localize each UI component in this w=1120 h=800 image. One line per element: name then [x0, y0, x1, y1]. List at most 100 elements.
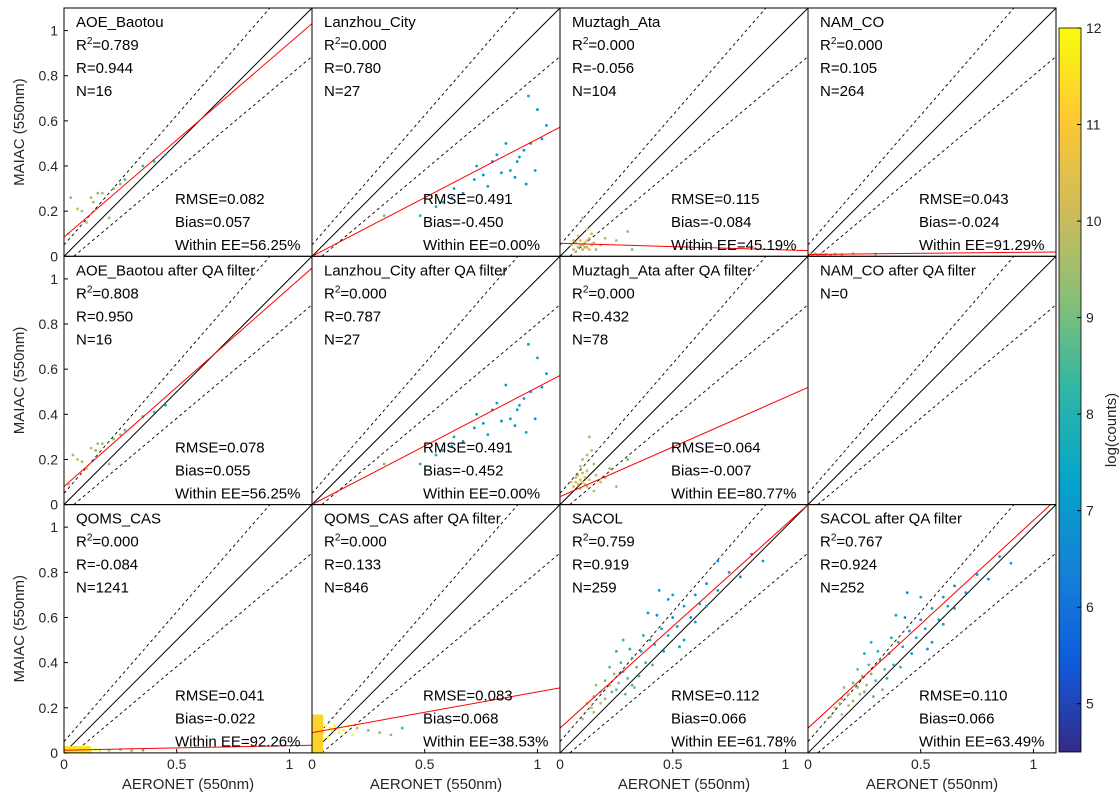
data-point: [930, 640, 934, 644]
data-point: [504, 142, 508, 145]
data-point: [705, 582, 708, 586]
data-point: [614, 239, 618, 242]
n-stat: N=1241: [76, 580, 129, 597]
data-point: [682, 638, 686, 642]
r2-stat: R2=0.000: [76, 533, 139, 551]
data-point: [585, 245, 589, 249]
data-point: [85, 221, 88, 224]
x-tick-label: 0.5: [415, 756, 435, 772]
r2-stat: R2=0.000: [324, 533, 387, 551]
plot-area: [808, 504, 1056, 753]
data-point: [660, 627, 663, 631]
r-stat: R=0.919: [572, 557, 629, 574]
y-tick-label: 0.4: [39, 655, 59, 671]
data-point: [953, 607, 956, 610]
fit-line: [64, 23, 312, 238]
fit-line: [312, 375, 560, 505]
data-point: [633, 686, 636, 689]
r-stat: R=-0.084: [76, 557, 138, 574]
data-point: [842, 686, 846, 689]
data-point: [587, 435, 591, 439]
data-point: [71, 453, 75, 457]
data-point: [76, 207, 79, 211]
n-stat: N=78: [572, 331, 608, 348]
ee-lower-line: [321, 552, 560, 753]
data-point: [637, 674, 641, 678]
y-tick-label: 0.8: [39, 564, 59, 580]
data-point: [94, 449, 97, 452]
data-point: [856, 686, 859, 689]
data-point: [941, 595, 945, 599]
plot-area: [560, 256, 808, 505]
data-point: [522, 148, 526, 152]
data-point: [581, 458, 584, 461]
data-point: [919, 618, 923, 622]
data-point: [585, 227, 589, 231]
data-point: [630, 248, 634, 251]
data-point: [919, 595, 923, 599]
data-point: [91, 200, 95, 204]
data-point: [626, 458, 630, 461]
one-to-one-line: [64, 256, 312, 505]
data-point: [592, 710, 596, 714]
within-ee-stat: Within EE=56.25%: [175, 237, 301, 254]
data-point: [716, 559, 720, 563]
data-point: [576, 245, 580, 249]
plot-area: [64, 8, 312, 257]
data-point: [975, 573, 979, 576]
data-point: [608, 467, 611, 470]
y-tick-label: 0.4: [39, 406, 59, 422]
n-stat: N=259: [572, 580, 617, 597]
data-point: [671, 616, 675, 619]
data-point: [865, 683, 869, 687]
data-point: [946, 604, 950, 608]
data-point: [572, 248, 575, 251]
rmse-stat: RMSE=0.064: [671, 439, 761, 456]
data-point: [590, 706, 593, 710]
rmse-stat: RMSE=0.041: [175, 688, 265, 705]
data-point: [998, 555, 1002, 558]
rmse-stat: RMSE=0.078: [175, 439, 265, 456]
fit-line: [808, 504, 1052, 729]
data-point: [867, 663, 871, 667]
data-point: [876, 649, 880, 653]
ee-lower-line: [569, 304, 808, 505]
fit-line: [560, 504, 808, 729]
data-point: [107, 216, 111, 220]
ee-lower-line: [73, 552, 312, 753]
bias-stat: Bias=0.055: [175, 462, 250, 479]
data-point: [592, 462, 596, 466]
one-to-one-line: [312, 504, 560, 753]
data-point: [662, 649, 666, 653]
data-point: [89, 196, 93, 200]
y-tick-label: 0.8: [39, 68, 59, 84]
data-point: [461, 439, 465, 443]
one-to-one-line: [808, 256, 1056, 505]
panels-layer: AOE_Baotou R2=0.789 R=0.944 N=16 RMSE=0.082 B…: [63, 7, 1057, 754]
n-stat: N=16: [76, 331, 112, 348]
data-point: [590, 232, 593, 236]
scatter-panel: QOMS_CAS after QA filter R2=0.000 R=0.133 N…: [311, 504, 561, 754]
y-tick-label: 0.2: [39, 451, 59, 467]
data-point: [901, 645, 905, 649]
data-point: [727, 570, 731, 574]
r-stat: R=0.944: [76, 60, 133, 77]
data-point: [675, 625, 679, 628]
data-point: [578, 478, 582, 482]
within-ee-stat: Within EE=63.49%: [919, 734, 1045, 751]
data-point: [533, 169, 537, 172]
data-point: [851, 699, 855, 703]
data-point: [475, 164, 478, 168]
data-point: [716, 588, 720, 592]
r2-stat: R2=0.759: [572, 533, 635, 551]
data-point: [513, 175, 517, 179]
one-to-one-line: [560, 8, 808, 257]
data-point: [833, 706, 837, 710]
n-stat: N=104: [572, 83, 617, 100]
data-point: [862, 690, 866, 694]
y-tick-label: 1: [50, 519, 58, 535]
scatter-panel: NAM_CO after QA filter N=0: [807, 255, 1057, 506]
y-tick-label: 0.6: [39, 361, 59, 377]
data-point: [337, 731, 341, 734]
